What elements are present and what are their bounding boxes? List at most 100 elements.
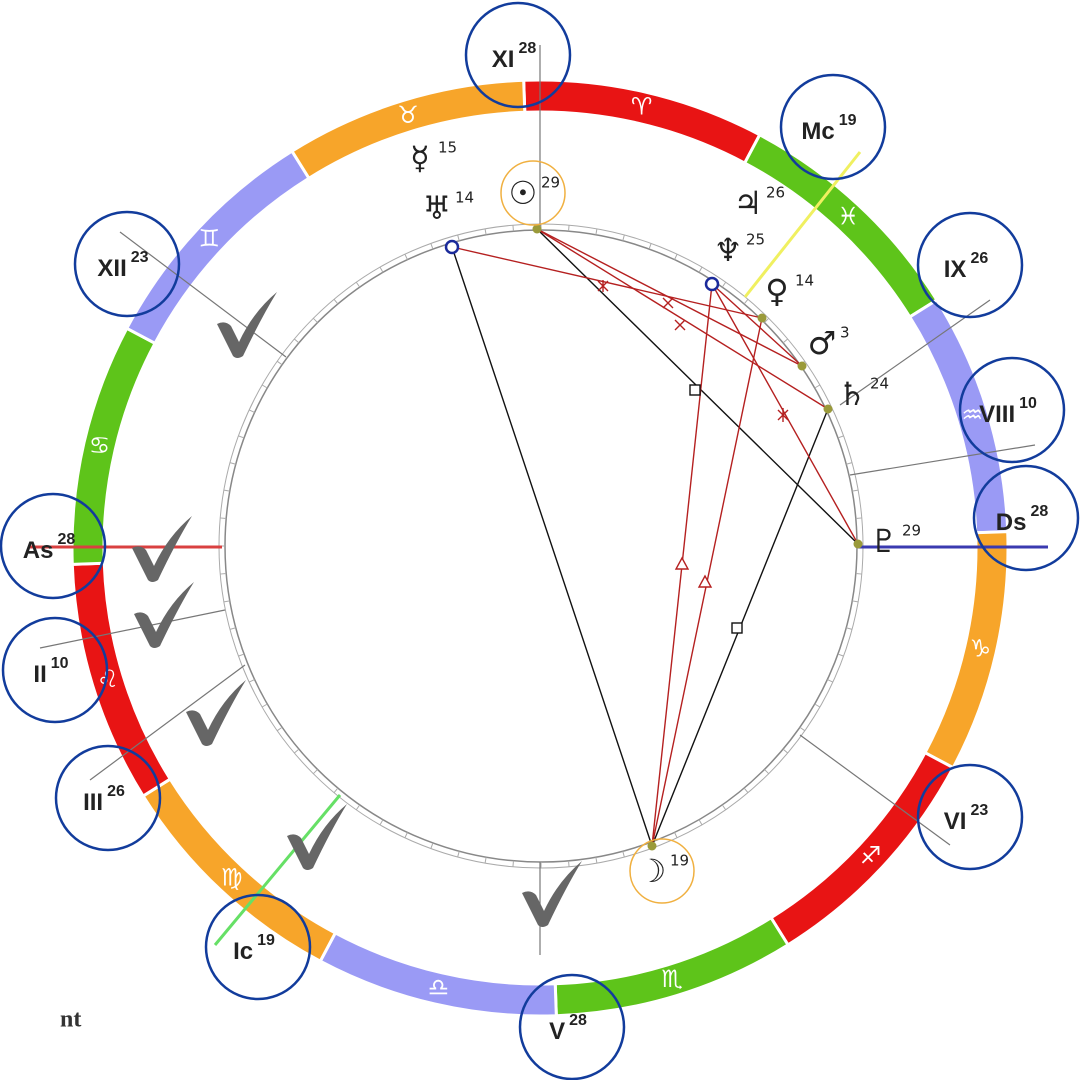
- sign-segment: [70, 326, 158, 566]
- tick: [852, 600, 859, 603]
- house-name: Ic: [233, 938, 253, 965]
- house-name: XII: [97, 255, 126, 282]
- planet-point: [704, 276, 720, 292]
- tick: [238, 435, 245, 439]
- tick: [595, 857, 598, 864]
- house-name: Ds: [996, 509, 1027, 536]
- planet-degree: 3: [840, 324, 850, 342]
- checkmark: [132, 516, 192, 582]
- house-label: Mc 19: [801, 112, 856, 145]
- aspect-line: [711, 283, 859, 545]
- cusp-line: [119, 231, 287, 358]
- sign-glyph: ♊: [199, 225, 221, 253]
- checkmark: [186, 680, 246, 746]
- tick: [430, 243, 434, 250]
- house-degree: 28: [1030, 503, 1048, 520]
- house-circle: [0, 492, 107, 600]
- house-degree: 26: [970, 250, 988, 267]
- planet-degree: 14: [795, 272, 814, 290]
- trine-mark: [697, 574, 713, 588]
- sign-glyph: ♈: [631, 93, 653, 121]
- square-mark: [689, 384, 701, 396]
- highlight-circle: [500, 160, 566, 226]
- tick: [846, 627, 853, 630]
- tick: [852, 489, 859, 492]
- house-circle: [958, 356, 1066, 464]
- sign-glyph: ♏: [661, 965, 683, 993]
- house-label: VI 23: [944, 802, 989, 835]
- house-label: VIII 10: [979, 395, 1037, 428]
- house-label: Ic 19: [233, 932, 275, 965]
- house-circle: [73, 210, 181, 318]
- sign-glyph: ♋: [89, 431, 111, 459]
- tick: [261, 703, 268, 708]
- checkmarks: [132, 292, 582, 927]
- house-circle: [972, 464, 1080, 572]
- planet-point: [853, 539, 863, 549]
- sign-glyph: ♍: [221, 864, 243, 892]
- sign-segment: [70, 561, 173, 799]
- tick: [379, 266, 384, 273]
- cusp-line: [849, 444, 1036, 476]
- tick: [229, 462, 236, 465]
- tick: [568, 860, 570, 867]
- cusp-line: [39, 609, 226, 649]
- tick: [312, 317, 318, 323]
- tick: [648, 243, 652, 250]
- house-name: Mc: [801, 118, 834, 145]
- house-degree: 19: [257, 932, 275, 949]
- house-circle: [54, 744, 162, 852]
- house-degree: 10: [1019, 395, 1037, 412]
- house-circle: [916, 211, 1024, 319]
- tick: [220, 517, 227, 519]
- ic-line: [213, 794, 342, 946]
- house-circle: [916, 763, 1024, 871]
- tick: [814, 384, 821, 389]
- tick: [743, 787, 749, 793]
- tick: [827, 679, 834, 683]
- cusp-line: [799, 734, 951, 846]
- planet-degree: 14: [455, 189, 474, 207]
- planet-glyph: ♅: [423, 189, 452, 227]
- planet-degree: 19: [670, 852, 689, 870]
- tick: [846, 462, 853, 465]
- house-name: V: [549, 1018, 565, 1045]
- tick: [355, 281, 361, 288]
- sign-glyph: ♉: [397, 101, 419, 129]
- tick: [333, 299, 339, 305]
- tick: [276, 360, 283, 366]
- sign-glyph: ♌: [97, 665, 119, 693]
- tick: [333, 787, 339, 793]
- footer-text: nt: [60, 1007, 81, 1033]
- tick: [799, 726, 806, 732]
- tick: [457, 234, 460, 241]
- tick: [312, 769, 318, 775]
- planet-degree: 29: [902, 522, 921, 540]
- inner-wheel: [218, 223, 864, 869]
- sign-glyph: ♓: [838, 202, 860, 230]
- tick: [837, 435, 844, 439]
- house-name: II: [33, 661, 46, 688]
- house-label: II 10: [33, 655, 68, 688]
- aspect-line: [536, 228, 803, 367]
- planet-point: [757, 313, 767, 323]
- planet-labels: ☿ 15♅ 14 ☉ 29♃ 26♆ 25♀ 14♂ 3♄ 24♇ 29☽ 19: [410, 139, 921, 904]
- aspect-line: [536, 228, 829, 410]
- tick: [512, 225, 514, 232]
- tick: [223, 489, 230, 492]
- tick: [294, 338, 300, 344]
- square-mark: [731, 622, 743, 634]
- tick: [404, 253, 408, 260]
- tick: [261, 384, 268, 389]
- inner-circle: [224, 229, 858, 863]
- planet-degree: 24: [870, 375, 889, 393]
- tick: [484, 857, 487, 864]
- tick: [764, 769, 770, 775]
- checkmark: [134, 582, 194, 648]
- planet-glyph: ♃: [734, 184, 763, 222]
- tick: [855, 517, 862, 519]
- sign-segment: [289, 78, 527, 181]
- planet-glyph: ☿: [410, 139, 430, 177]
